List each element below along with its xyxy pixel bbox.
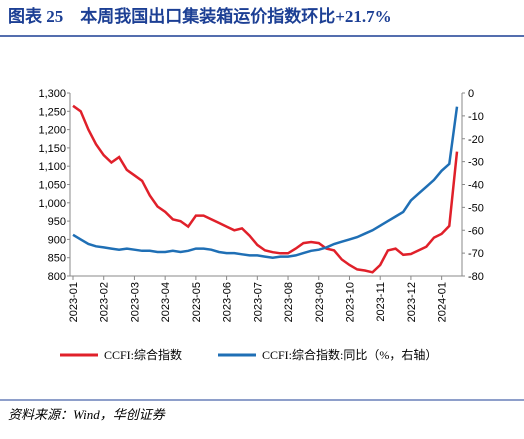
x-tick-label: 2023-01 xyxy=(68,282,80,322)
series-line xyxy=(72,104,459,274)
x-tick-label: 2023-10 xyxy=(344,282,356,322)
x-tick-label: 2023-07 xyxy=(252,282,264,322)
y-tick-label: 800 xyxy=(48,271,66,283)
y-tick-label: 1,050 xyxy=(38,180,66,192)
y-tick-label: 1,250 xyxy=(38,106,66,118)
y2-tick-label: -70 xyxy=(468,248,484,260)
y-tick-label: 900 xyxy=(48,234,66,246)
y-tick-label: 950 xyxy=(48,216,66,228)
y-tick-label: 1,100 xyxy=(38,161,66,173)
legend-label: CCFI:综合指数:同比（%，右轴） xyxy=(262,347,437,362)
x-tick-label: 2023-04 xyxy=(160,282,172,322)
y-tick-label: 1,200 xyxy=(38,125,66,137)
y-tick-label: 1,300 xyxy=(38,88,66,100)
y2-tick-label: 0 xyxy=(468,88,474,100)
x-tick-label: 2023-09 xyxy=(314,282,326,322)
y-tick-label: 1,000 xyxy=(38,198,66,210)
y2-tick-label: -30 xyxy=(468,157,484,169)
x-tick-label: 2024-01 xyxy=(437,282,449,322)
y2-tick-label: -40 xyxy=(468,180,484,192)
y-tick-label: 850 xyxy=(48,253,66,265)
y-tick-label: 1,150 xyxy=(38,143,66,155)
x-tick-label: 2023-03 xyxy=(129,282,141,322)
x-tick-label: 2023-12 xyxy=(406,282,418,322)
legend-label: CCFI:综合指数 xyxy=(104,347,182,362)
series-line xyxy=(72,106,459,259)
y2-tick-label: -10 xyxy=(468,111,484,123)
chart-title: 图表 25 本周我国出口集装箱运价指数环比+21.7% xyxy=(8,6,392,26)
x-tick-label: 2023-11 xyxy=(375,282,387,322)
y2-tick-label: -80 xyxy=(468,271,484,283)
x-tick-label: 2023-08 xyxy=(283,282,295,322)
x-tick-label: 2023-02 xyxy=(99,282,111,322)
x-tick-label: 2023-06 xyxy=(222,282,234,322)
source: 资料来源：Wind，华创证券 xyxy=(8,407,166,422)
y2-tick-label: -50 xyxy=(468,202,484,214)
y2-tick-label: -20 xyxy=(468,134,484,146)
x-tick-label: 2023-05 xyxy=(191,282,203,322)
y2-tick-label: -60 xyxy=(468,225,484,237)
